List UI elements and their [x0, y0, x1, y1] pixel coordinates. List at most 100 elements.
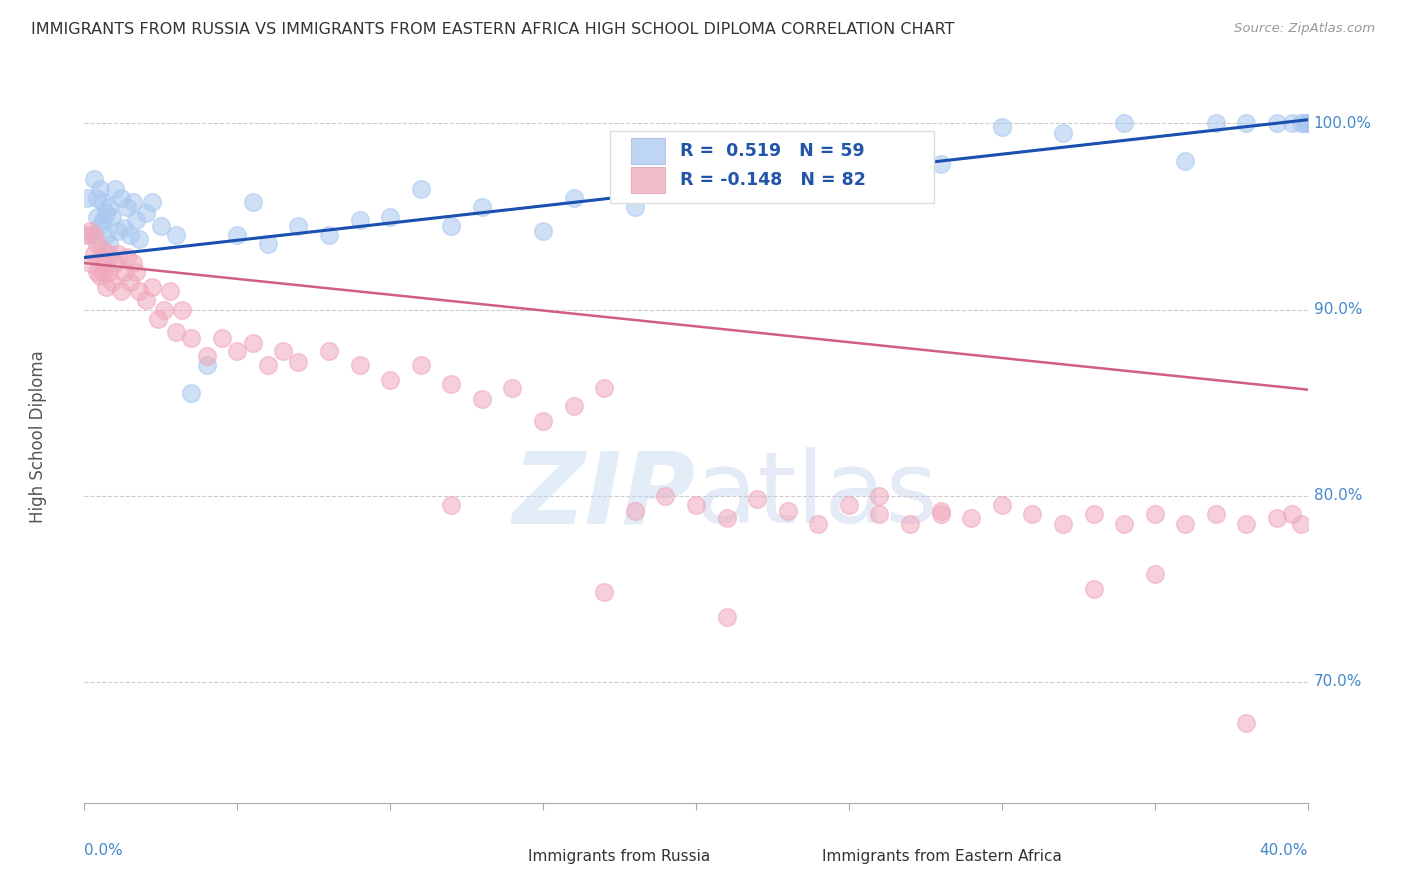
- Text: 0.0%: 0.0%: [84, 843, 124, 858]
- Text: atlas: atlas: [696, 447, 938, 544]
- Point: [107, 224, 129, 238]
- Point: [101, 275, 124, 289]
- Point: [101, 210, 124, 224]
- Point: [83, 172, 105, 186]
- Point: [440, 219, 463, 233]
- Point: [349, 359, 371, 373]
- Point: [165, 228, 187, 243]
- Point: [562, 400, 585, 414]
- Point: [869, 489, 891, 503]
- Point: [149, 219, 172, 233]
- Point: [125, 213, 148, 227]
- Point: [110, 284, 132, 298]
- Point: [112, 265, 135, 279]
- Point: [128, 284, 150, 298]
- Point: [1294, 116, 1316, 130]
- Point: [257, 359, 280, 373]
- Text: R = -0.148   N = 82: R = -0.148 N = 82: [681, 170, 866, 189]
- Point: [257, 237, 280, 252]
- Point: [471, 392, 494, 406]
- Point: [1205, 508, 1227, 522]
- Point: [91, 194, 114, 209]
- Point: [242, 194, 264, 209]
- Point: [807, 516, 830, 531]
- Point: [165, 325, 187, 339]
- Point: [318, 343, 340, 358]
- Point: [380, 210, 402, 224]
- FancyBboxPatch shape: [610, 131, 935, 203]
- Point: [159, 284, 181, 298]
- Point: [120, 275, 142, 289]
- Point: [135, 206, 157, 220]
- Point: [104, 256, 127, 270]
- Point: [1083, 582, 1105, 596]
- Point: [122, 256, 145, 270]
- Point: [89, 181, 111, 195]
- Bar: [631, 167, 665, 193]
- Text: 90.0%: 90.0%: [1313, 302, 1362, 317]
- Point: [271, 343, 294, 358]
- Point: [91, 265, 114, 279]
- Point: [1205, 116, 1227, 130]
- Point: [97, 265, 120, 279]
- Point: [869, 153, 891, 168]
- Point: [593, 585, 616, 599]
- Point: [83, 228, 105, 243]
- Point: [76, 228, 98, 243]
- Point: [1291, 516, 1313, 531]
- Point: [409, 359, 432, 373]
- Point: [747, 187, 769, 202]
- Point: [104, 181, 127, 195]
- Point: [94, 228, 117, 243]
- Point: [226, 343, 249, 358]
- Point: [440, 498, 463, 512]
- Text: 40.0%: 40.0%: [1260, 843, 1308, 858]
- Text: ZIP: ZIP: [513, 447, 696, 544]
- Point: [91, 213, 114, 227]
- Point: [1052, 126, 1074, 140]
- Point: [869, 508, 891, 522]
- Point: [125, 265, 148, 279]
- Point: [86, 265, 108, 279]
- Point: [110, 191, 132, 205]
- Text: Immigrants from Russia: Immigrants from Russia: [529, 848, 710, 863]
- Point: [180, 330, 202, 344]
- Point: [94, 280, 117, 294]
- Point: [929, 157, 952, 171]
- Point: [1114, 116, 1136, 130]
- Point: [716, 609, 738, 624]
- Point: [349, 213, 371, 227]
- Point: [226, 228, 249, 243]
- Point: [1083, 508, 1105, 522]
- Point: [1052, 516, 1074, 531]
- Point: [1265, 116, 1288, 130]
- Point: [141, 280, 163, 294]
- Point: [1021, 508, 1043, 522]
- Point: [94, 256, 117, 270]
- Point: [1296, 116, 1319, 130]
- Point: [76, 191, 98, 205]
- Point: [991, 498, 1014, 512]
- Text: 70.0%: 70.0%: [1313, 674, 1362, 690]
- Point: [1281, 116, 1303, 130]
- Point: [318, 228, 340, 243]
- Point: [195, 349, 218, 363]
- Point: [1265, 511, 1288, 525]
- Point: [991, 120, 1014, 135]
- Text: Source: ZipAtlas.com: Source: ZipAtlas.com: [1234, 22, 1375, 36]
- Point: [1174, 516, 1197, 531]
- Point: [1114, 516, 1136, 531]
- Point: [89, 219, 111, 233]
- Point: [807, 172, 830, 186]
- Point: [91, 243, 114, 257]
- Point: [153, 302, 176, 317]
- Point: [146, 312, 169, 326]
- Point: [97, 237, 120, 252]
- Point: [1236, 715, 1258, 730]
- Point: [716, 511, 738, 525]
- Point: [440, 377, 463, 392]
- Bar: [494, 847, 516, 865]
- Point: [287, 219, 309, 233]
- Point: [685, 181, 707, 195]
- Point: [141, 194, 163, 209]
